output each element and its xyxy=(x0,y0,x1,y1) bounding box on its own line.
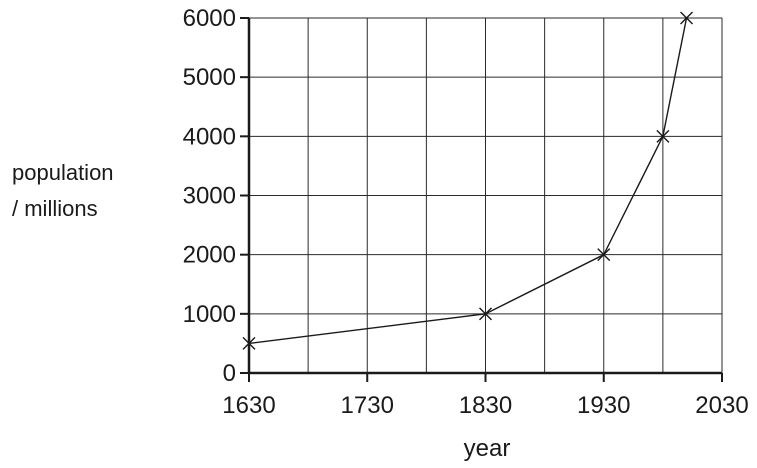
x-tick-label: 1830 xyxy=(459,392,512,419)
data-point-marker xyxy=(597,248,611,262)
grid xyxy=(249,17,723,373)
y-tick-label: 2000 xyxy=(183,242,236,269)
data-point-marker xyxy=(656,129,670,143)
data-point-marker xyxy=(680,11,694,25)
series xyxy=(242,11,694,350)
y-axis-label-line-2: / millions xyxy=(12,196,98,221)
axes xyxy=(240,17,723,382)
y-tick-label: 1000 xyxy=(183,301,236,328)
y-tick-label: 5000 xyxy=(183,64,236,91)
y-tick-label: 6000 xyxy=(183,5,236,32)
x-axis-label: year xyxy=(464,435,511,462)
y-tick-label: 0 xyxy=(223,360,236,387)
x-tick-label: 1730 xyxy=(341,392,394,419)
y-axis-label-line-1: population xyxy=(12,160,114,185)
data-point-marker xyxy=(479,307,492,321)
tick-labels: 0 1000 2000 3000 4000 5000 6000 1630 1730 1830 193… xyxy=(183,5,749,419)
y-tick-label: 4000 xyxy=(183,123,236,150)
y-tick-label: 3000 xyxy=(183,183,236,210)
data-point-marker xyxy=(242,336,256,350)
series-line xyxy=(248,17,688,345)
x-tick-label: 2030 xyxy=(695,392,748,419)
x-tick-label: 1930 xyxy=(577,392,630,419)
x-tick-label: 1630 xyxy=(222,392,275,419)
